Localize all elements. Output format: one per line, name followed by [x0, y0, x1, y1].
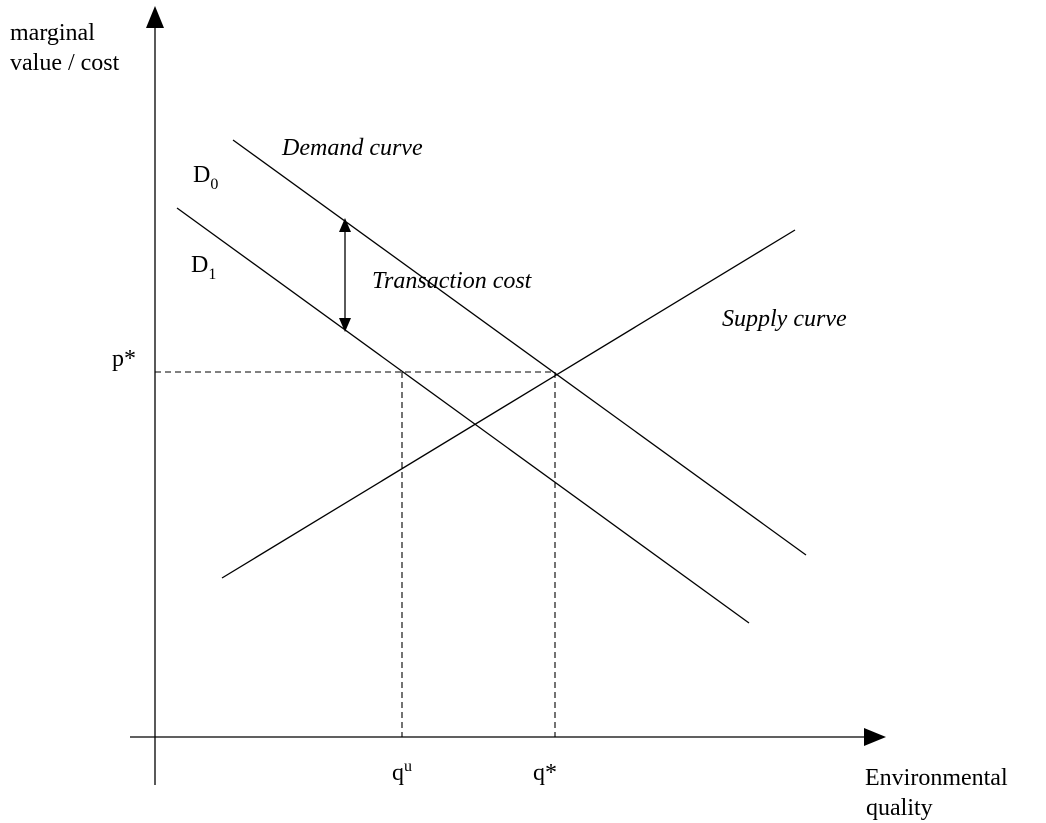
d0-sub: 0: [210, 176, 218, 193]
arrow-head-up: [339, 218, 351, 232]
q-u-label: qu: [392, 758, 412, 786]
arrow-head-down: [339, 318, 351, 332]
supply-label: Supply curve: [722, 306, 847, 332]
d0-label: D0: [193, 162, 218, 193]
x-axis-label: quality: [866, 795, 933, 821]
q-u-base: q: [392, 760, 404, 786]
q-u-sup: u: [404, 758, 412, 775]
transaction-label: Transaction cost: [372, 268, 533, 294]
d1-sub: 1: [208, 266, 216, 283]
d1-base: D: [191, 252, 208, 278]
y-axis-arrow: [146, 6, 164, 28]
x-axis-label: Environmental: [865, 765, 1008, 791]
demand-curve-d1: [176, 207, 750, 624]
demand-label: Demand curve: [281, 135, 423, 161]
x-axis-arrow: [864, 728, 886, 746]
demand-curve-d0: [232, 139, 807, 556]
p-star-label: p*: [112, 346, 136, 372]
y-axis-label: value / cost: [10, 50, 120, 76]
supply-curve: [221, 229, 796, 579]
q-star-label: q*: [533, 760, 557, 786]
d0-base: D: [193, 162, 210, 188]
d1-label: D1: [191, 252, 216, 283]
y-axis-label: marginal: [10, 20, 95, 46]
